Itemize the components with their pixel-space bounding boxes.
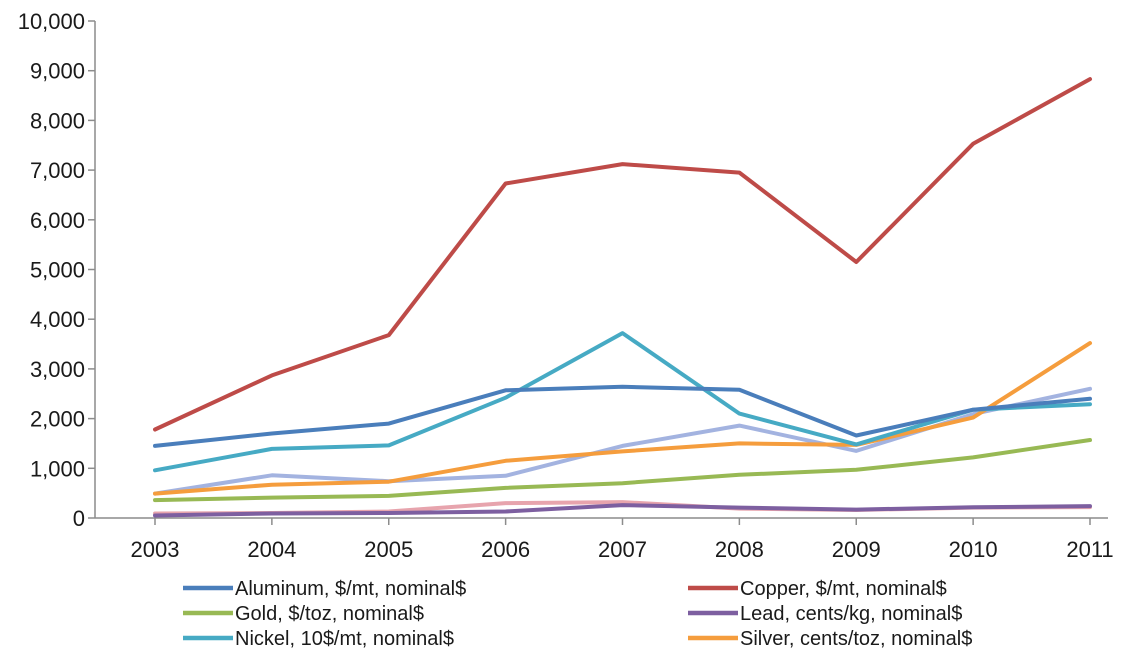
series-line-5 <box>153 341 1092 496</box>
y-axis: 0 1,000 2,000 3,000 4,000 5,000 6,000 7,000 8,00… <box>18 9 96 531</box>
y-tick-label: 9,000 <box>30 59 85 84</box>
y-tick-label: 5,000 <box>30 258 85 283</box>
x-tick-label: 2010 <box>949 537 998 562</box>
legend: Aluminum, $/mt, nominal$ Copper, $/mt, no… <box>183 578 972 649</box>
y-tick-label: 0 <box>73 506 85 531</box>
series-line-6 <box>153 386 1092 496</box>
x-tick-label: 2007 <box>598 537 647 562</box>
y-tick-label: 1,000 <box>30 456 85 481</box>
x-tick-label: 2009 <box>832 537 881 562</box>
series-line-4 <box>153 331 1092 473</box>
x-tick-label: 2006 <box>481 537 530 562</box>
x-tick-label: 2005 <box>364 537 413 562</box>
y-tick-label: 6,000 <box>30 208 85 233</box>
legend-label: Lead, cents/kg, nominal$ <box>740 603 962 625</box>
x-tick-label: 2004 <box>247 537 296 562</box>
y-tick-label: 8,000 <box>30 108 85 133</box>
y-tick-label: 7,000 <box>30 158 85 183</box>
series-line-1 <box>153 77 1092 432</box>
legend-label: Silver, cents/toz, nominal$ <box>740 628 972 649</box>
y-tick-label: 2,000 <box>30 407 85 432</box>
y-tick-label: 4,000 <box>30 307 85 332</box>
series-line-2 <box>153 438 1092 503</box>
x-axis: 2003 2004 2005 2006 2007 2008 2009 2010 2011 <box>95 517 1114 562</box>
legend-label: Aluminum, $/mt, nominal$ <box>235 578 466 600</box>
series-line-0 <box>153 384 1092 448</box>
y-tick-label: 3,000 <box>30 357 85 382</box>
series-lines <box>153 77 1092 518</box>
legend-label: Gold, $/toz, nominal$ <box>235 603 424 625</box>
x-tick-label: 2003 <box>131 537 180 562</box>
x-tick-label: 2011 <box>1066 537 1113 562</box>
y-tick-label: 10,000 <box>18 9 85 34</box>
x-tick-label: 2008 <box>715 537 764 562</box>
legend-label: Copper, $/mt, nominal$ <box>740 578 947 600</box>
legend-label: Nickel, 10$/mt, nominal$ <box>235 628 454 649</box>
series-line-3 <box>153 503 1092 518</box>
